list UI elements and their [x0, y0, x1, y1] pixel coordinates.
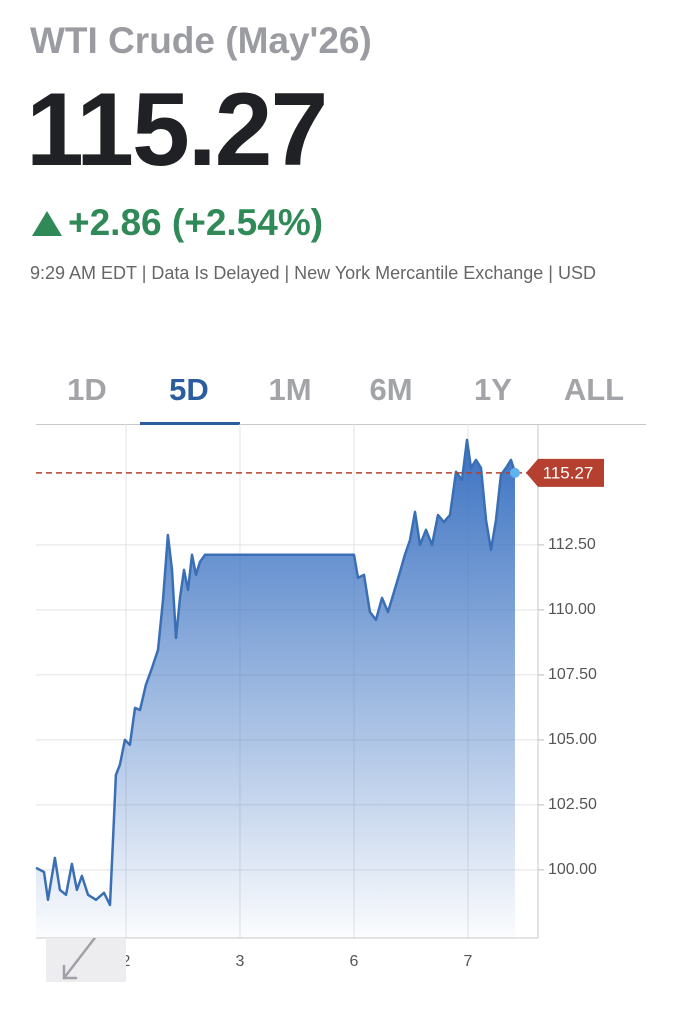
y-tick-label: 110.00 [548, 601, 596, 618]
note: 9:29 AM EDT | Data Is Delayed | New York… [30, 263, 596, 283]
change: +2.86 (+2.54%) [68, 202, 324, 243]
x-tick-label: 6 [350, 953, 359, 970]
tab[interactable]: 1D [67, 372, 107, 407]
change-row: +2.86 (+2.54%) [30, 202, 323, 244]
y-tick-label: 105.00 [548, 731, 597, 748]
tab[interactable]: 1Y [474, 372, 512, 407]
y-tick-label: 102.50 [548, 796, 597, 813]
expand-button[interactable] [46, 924, 126, 982]
tab[interactable]: 5D [139, 372, 240, 425]
expand-icon [62, 924, 106, 980]
price-tag-label: 115.27 [543, 463, 594, 482]
area-fill [36, 439, 515, 938]
tab-bar: 1D 5D 1M 6M 1Y ALL [36, 360, 646, 425]
y-tick-label: 107.50 [548, 666, 597, 683]
y-tick-label: 100.00 [548, 861, 597, 878]
price: 115.27 [26, 72, 328, 188]
up-arrow [32, 211, 62, 236]
x-tick-label: 7 [464, 953, 473, 970]
price-line [35, 438, 517, 907]
tab[interactable]: 6M [369, 372, 413, 407]
y-tick-label: 112.50 [548, 536, 596, 553]
last-point [509, 467, 520, 478]
tab[interactable]: ALL [563, 372, 625, 407]
tab[interactable]: 1M [268, 372, 312, 407]
price-tag [526, 458, 604, 487]
title: WTI Crude (May'26) [30, 20, 372, 61]
x-tick-label: 3 [236, 953, 245, 970]
